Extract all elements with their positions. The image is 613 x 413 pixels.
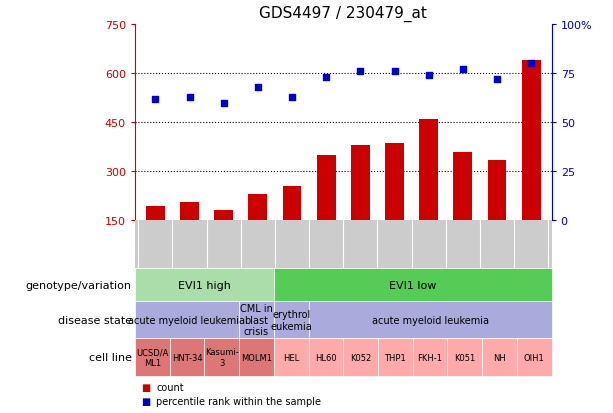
Point xyxy=(150,96,160,103)
Point xyxy=(424,73,433,79)
Text: ■: ■ xyxy=(141,396,150,406)
Text: erythrol
eukemia: erythrol eukemia xyxy=(270,309,312,331)
Text: acute myeloid leukemia: acute myeloid leukemia xyxy=(129,315,245,325)
Text: FKH-1: FKH-1 xyxy=(417,353,443,362)
Title: GDS4497 / 230479_at: GDS4497 / 230479_at xyxy=(259,6,427,22)
Text: EVI1 low: EVI1 low xyxy=(389,280,436,290)
Point xyxy=(527,61,536,67)
Point xyxy=(458,66,468,73)
Text: THP1: THP1 xyxy=(384,353,406,362)
Bar xyxy=(454,152,472,221)
Text: Kasumi-
3: Kasumi- 3 xyxy=(205,348,238,367)
Text: K052: K052 xyxy=(350,353,371,362)
Bar xyxy=(180,203,199,221)
Point xyxy=(390,69,400,75)
Text: acute myeloid leukemia: acute myeloid leukemia xyxy=(371,315,489,325)
Point xyxy=(219,100,229,107)
Text: percentile rank within the sample: percentile rank within the sample xyxy=(156,396,321,406)
Text: K051: K051 xyxy=(454,353,476,362)
Point xyxy=(321,74,331,81)
Text: HNT-34: HNT-34 xyxy=(172,353,202,362)
Bar xyxy=(215,211,233,221)
Bar xyxy=(385,144,404,221)
Bar xyxy=(419,120,438,221)
Bar xyxy=(487,161,506,221)
Bar xyxy=(522,61,541,221)
Point xyxy=(253,84,263,91)
Point xyxy=(287,94,297,101)
Text: HL60: HL60 xyxy=(315,353,337,362)
Text: CML in
blast
crisis: CML in blast crisis xyxy=(240,304,273,337)
Text: HEL: HEL xyxy=(283,353,299,362)
Text: MOLM1: MOLM1 xyxy=(241,353,272,362)
Text: UCSD/A
ML1: UCSD/A ML1 xyxy=(136,348,169,367)
Point xyxy=(356,69,365,75)
Bar xyxy=(283,187,302,221)
Text: NH: NH xyxy=(493,353,506,362)
Text: count: count xyxy=(156,382,184,392)
Text: OIH1: OIH1 xyxy=(524,353,545,362)
Text: disease state: disease state xyxy=(58,315,132,325)
Point xyxy=(492,76,502,83)
Bar xyxy=(317,156,335,221)
Bar xyxy=(248,195,267,221)
Bar xyxy=(351,146,370,221)
Text: cell line: cell line xyxy=(89,352,132,362)
Text: ■: ■ xyxy=(141,382,150,392)
Text: genotype/variation: genotype/variation xyxy=(26,280,132,290)
Bar xyxy=(146,206,165,221)
Point xyxy=(185,94,194,101)
Text: EVI1 high: EVI1 high xyxy=(178,280,230,290)
